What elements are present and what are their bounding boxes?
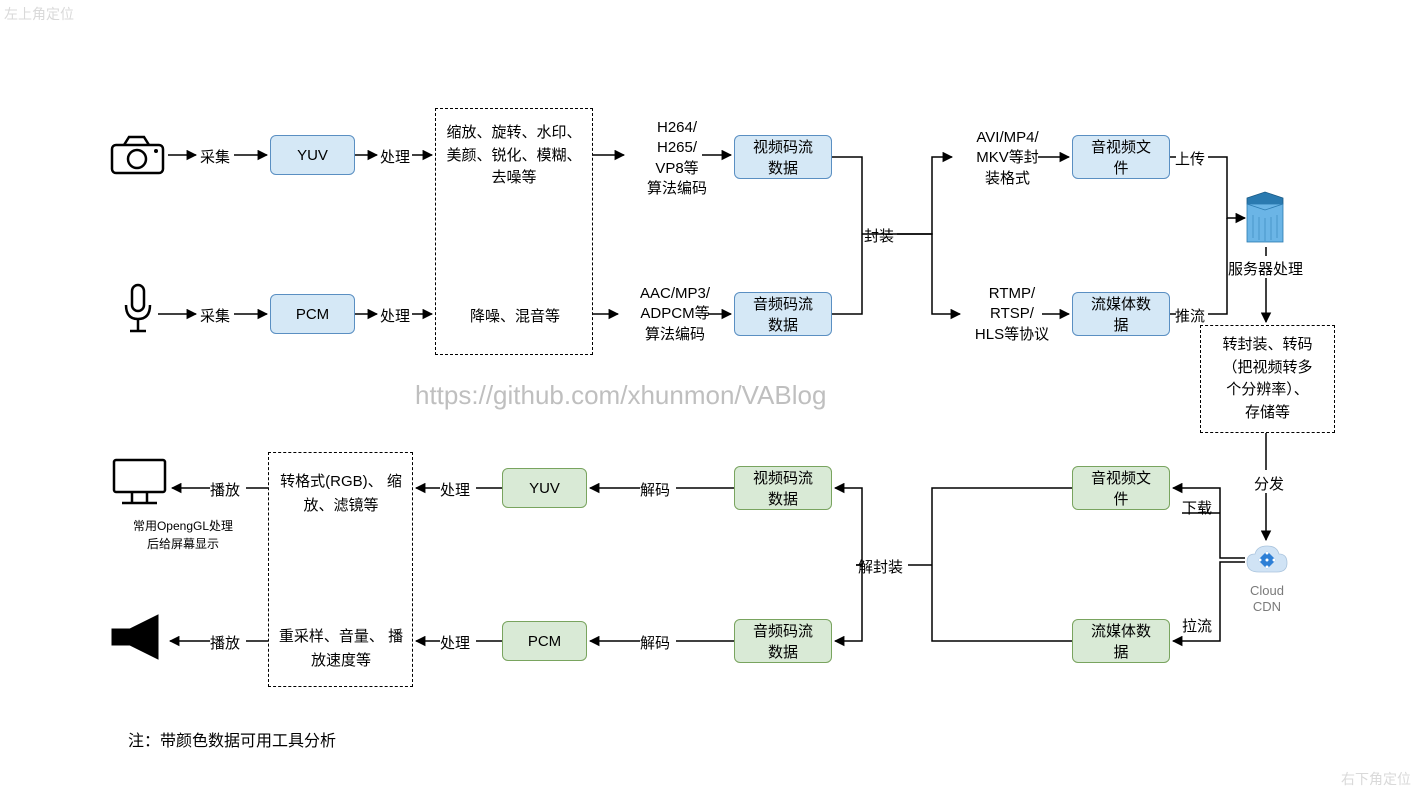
audio-stream-box: 音频码流 数据 [734,292,832,336]
video-stream-decode-box: 视频码流 数据 [734,466,832,510]
server-icon [1245,190,1285,245]
pull-label: 拉流 [1182,615,1212,636]
watermark-text: https://github.com/xhunmon/VABlog [415,380,826,411]
monitor-icon [112,458,167,506]
decode-label-1: 解码 [640,479,670,500]
decode-label-2: 解码 [640,632,670,653]
av-file-decode-box: 音视频文 件 [1072,466,1170,510]
video-proc-decode-text: 转格式(RGB)、 缩放、滤镜等 [275,470,407,518]
stream-data-decode-box: 流媒体数 据 [1072,619,1170,663]
play-label-1: 播放 [210,479,240,500]
av-file-box: 音视频文 件 [1072,135,1170,179]
stream-proto-label: RTMP/ RTSP/ HLS等协议 [962,284,1062,345]
server-process-dashed-box: 转封装、转码 （把视频转多 个分辨率）、 存储等 [1200,325,1335,433]
video-enc-label: H264/ H265/ VP8等 算法编码 [627,118,727,199]
capture-label-1: 采集 [200,146,230,167]
audio-proc-decode-text: 重采样、音量、 播放速度等 [275,625,407,673]
cloud-cdn-label: Cloud CDN [1247,583,1287,614]
video-stream-box: 视频码流 数据 [734,135,832,179]
play-label-2: 播放 [210,632,240,653]
upload-label: 上传 [1175,148,1205,169]
capture-label-2: 采集 [200,305,230,326]
push-label: 推流 [1175,305,1205,326]
corner-top-left: 左上角定位 [4,4,74,24]
yuv-decode-box: YUV [502,468,587,508]
pcm-decode-box: PCM [502,621,587,661]
demux-label: 解封装 [858,556,903,577]
process-label-4: 处理 [440,632,470,653]
speaker-icon [110,613,165,661]
audio-stream-decode-box: 音频码流 数据 [734,619,832,663]
audio-process-text: 降噪、混音等 [455,305,575,326]
audio-enc-label: AAC/MP3/ ADPCM等 算法编码 [620,284,730,345]
dispatch-label: 分发 [1254,473,1284,494]
pcm-encode-box: PCM [270,294,355,334]
download-label: 下载 [1182,497,1212,518]
process-label-1: 处理 [380,146,410,167]
server-process-label: 服务器处理 [1228,258,1303,279]
corner-bottom-right: 右下角定位 [1341,769,1411,789]
video-process-text: 缩放、旋转、水印、美颜、锐化、模糊、去噪等 [445,122,583,190]
yuv-encode-box: YUV [270,135,355,175]
camera-icon [110,135,165,175]
stream-data-box: 流媒体数 据 [1072,292,1170,336]
footnote: 注：带颜色数据可用工具分析 [128,727,336,751]
mux-label: 封装 [864,225,894,246]
process-label-2: 处理 [380,305,410,326]
microphone-icon [122,283,154,338]
process-label-3: 处理 [440,479,470,500]
display-note-label: 常用OpengGL处理 后给屏幕显示 [128,517,238,553]
container-fmt-label: AVI/MP4/ MKV等封 装格式 [955,128,1060,189]
cloud-cdn-icon [1245,542,1289,578]
